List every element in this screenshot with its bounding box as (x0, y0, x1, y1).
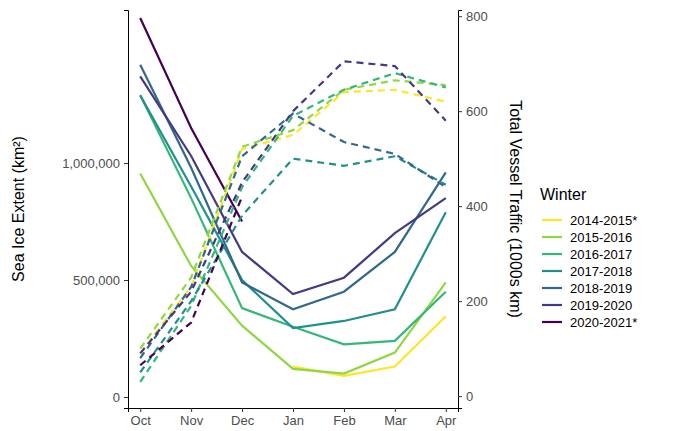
traffic-line (140, 114, 446, 359)
tick-label: Nov (180, 413, 204, 428)
axis-line (459, 11, 463, 409)
ice-line (140, 65, 446, 310)
ice-line (140, 76, 446, 294)
tick: 0 (458, 389, 473, 404)
legend-key (542, 287, 562, 289)
tick-mark (395, 408, 396, 412)
y2-axis-title: Total Vessel Traffic (1000s km) (507, 100, 524, 318)
tick: 0 (113, 390, 128, 405)
plot-area (140, 18, 446, 382)
traffic-line (140, 61, 446, 353)
tick-mark (458, 16, 462, 17)
tick: Mar (384, 408, 407, 428)
ice-line (140, 174, 446, 374)
tick-label: Oct (131, 413, 152, 428)
tick-label: 0 (466, 389, 473, 404)
tick-mark (458, 206, 462, 207)
legend-label: 2016-2017 (570, 247, 632, 262)
tick-mark (191, 408, 192, 412)
tick-label: 0 (113, 390, 120, 405)
tick: 800 (458, 9, 488, 24)
legend-label: 2017-2018 (570, 264, 632, 279)
legend-key (542, 236, 562, 238)
tick-label: 400 (466, 199, 488, 214)
chart: Oct Nov Dec Jan Feb Mar Apr 0 500,000 1,000,000 0 2… (0, 0, 685, 431)
tick-mark (344, 408, 345, 412)
tick-mark (458, 111, 462, 112)
legend-key (542, 270, 562, 272)
y2-axis: 0 200 400 600 800 (458, 9, 488, 409)
y-axis: 0 500,000 1,000,000 (62, 11, 128, 409)
traffic-line (140, 197, 242, 366)
tick-label: 600 (466, 104, 488, 119)
legend-label: 2014-2015* (570, 213, 637, 228)
tick-mark (124, 397, 128, 398)
tick: Apr (436, 408, 457, 428)
legend-key (542, 304, 562, 306)
tick-label: Mar (384, 413, 407, 428)
tick-mark (242, 408, 243, 412)
tick-label: 1,000,000 (62, 156, 120, 171)
tick-mark (140, 408, 141, 412)
tick-label: 200 (466, 294, 488, 309)
traffic-line (140, 73, 446, 382)
legend-label: 2019-2020 (570, 298, 632, 313)
tick-label: Jan (283, 413, 304, 428)
tick-mark (124, 163, 128, 164)
tick: Nov (180, 408, 204, 428)
tick-mark (458, 301, 462, 302)
legend-key (542, 219, 562, 221)
tick: 200 (458, 294, 488, 309)
tick-label: 500,000 (73, 273, 120, 288)
tick-mark (124, 280, 128, 281)
axis-line (129, 409, 459, 413)
legend-key (542, 321, 562, 323)
tick: Jan (283, 408, 304, 428)
tick: 1,000,000 (62, 156, 128, 171)
legend-label: 2015-2016 (570, 230, 632, 245)
axis-line (124, 11, 129, 409)
tick-mark (293, 408, 294, 412)
tick-mark (446, 408, 447, 412)
tick: 400 (458, 199, 488, 214)
legend-key (542, 253, 562, 255)
tick: Dec (231, 408, 255, 428)
tick-label: Apr (436, 413, 457, 428)
tick: Feb (333, 408, 355, 428)
tick-mark (458, 396, 462, 397)
ice-line (140, 95, 446, 344)
y-axis-title: Sea Ice Extent (km²) (10, 136, 27, 282)
x-axis: Oct Nov Dec Jan Feb Mar Apr (129, 408, 459, 428)
legend-label: 2018-2019 (570, 281, 632, 296)
traffic-line (140, 156, 446, 372)
legend-title: Winter (540, 186, 587, 203)
tick: 600 (458, 104, 488, 119)
tick-label: Dec (231, 413, 255, 428)
legend-label: 2020-2021* (570, 315, 637, 330)
tick: Oct (131, 408, 152, 428)
tick-label: Feb (333, 413, 355, 428)
legend: Winter 2014-2015* 2015-2016 2016-2017 2017-2… (540, 186, 637, 330)
tick-label: 800 (466, 9, 488, 24)
tick: 500,000 (73, 273, 128, 288)
